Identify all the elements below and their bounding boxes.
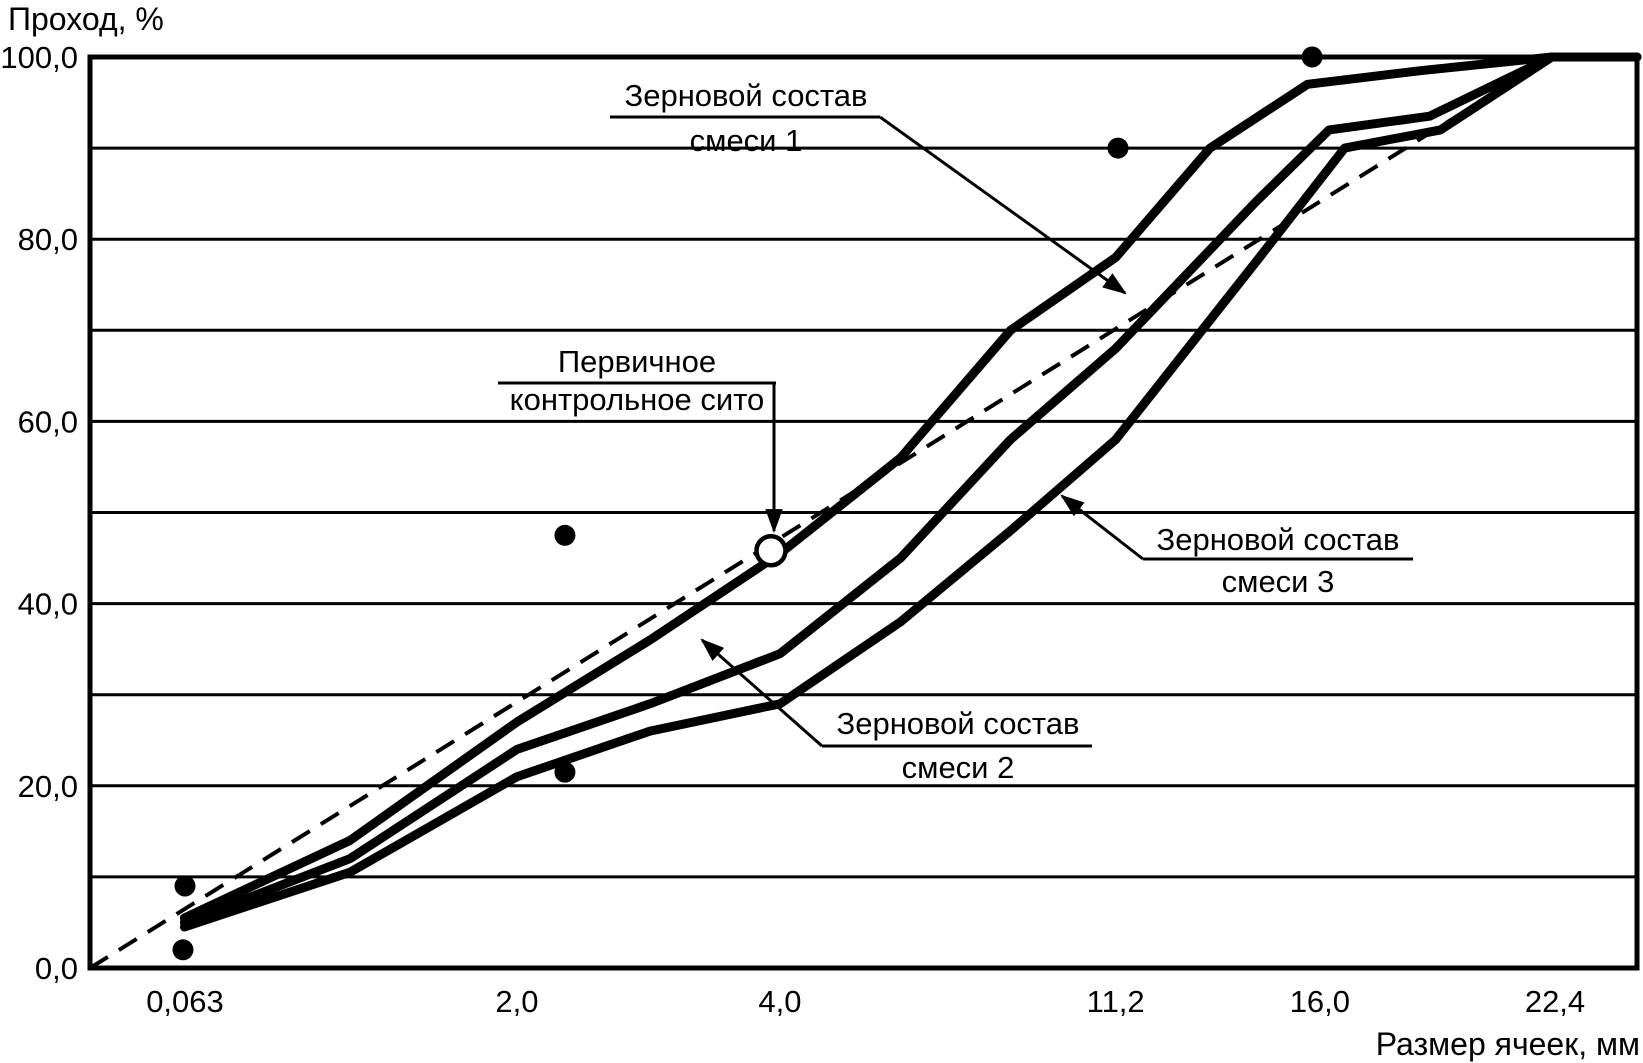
y-tick-40: 40,0 — [18, 587, 78, 622]
annotation-mix3-line1: Зерновой состав — [1156, 522, 1399, 557]
annotation-sieve-line1: Первичное — [558, 344, 716, 379]
primary-control-sieve-marker — [754, 534, 788, 568]
dashed-reference-line — [88, 55, 1553, 970]
curve-mix-1 — [179, 52, 1642, 923]
annotation-sieve-line2: контрольное сито — [510, 382, 765, 417]
annotation-control-sieve: Первичное контрольное сито — [498, 344, 783, 534]
annotation-mix3-line2: смеси 3 — [1222, 564, 1335, 599]
annotation-mix2-arrow — [700, 638, 823, 748]
control-point-dot-6 — [1301, 46, 1323, 68]
x-axis-tick-labels: 0,063 2,0 4,0 11,2 16,0 22,4 — [146, 984, 1585, 1019]
y-tick-20: 20,0 — [18, 769, 78, 804]
control-point-dot-5 — [1107, 137, 1129, 159]
annotation-mix1-arrow — [879, 115, 1127, 295]
x-tick-16,0: 16,0 — [1290, 984, 1350, 1019]
y-tick-0: 0,0 — [35, 951, 78, 986]
y-tick-80: 80,0 — [18, 222, 78, 257]
x-tick-0,063: 0,063 — [146, 984, 224, 1019]
control-point-dot-1 — [172, 939, 194, 961]
x-tick-4,0: 4,0 — [758, 984, 801, 1019]
grading-curves — [88, 52, 1642, 970]
control-point-dot-2 — [174, 875, 196, 897]
curve-mix-2 — [179, 52, 1642, 927]
annotation-mix1-line2: смеси 1 — [690, 123, 803, 158]
annotation-mix3: Зерновой состав смеси 3 — [1060, 494, 1413, 599]
y-axis-title: Проход, % — [8, 1, 164, 37]
x-tick-11,2: 11,2 — [1087, 984, 1145, 1019]
y-axis-tick-labels: 0,0 20,0 40,0 60,0 80,0 100,0 — [0, 40, 78, 986]
annotation-mix3-arrow — [1060, 494, 1144, 561]
y-tick-100: 100,0 — [0, 40, 78, 75]
annotation-mix2-line2: смеси 2 — [902, 750, 1015, 785]
annotation-mix1: Зерновой состав смеси 1 — [610, 78, 1127, 295]
control-point-markers — [172, 46, 1323, 961]
control-point-dot-3 — [554, 761, 576, 783]
x-tick-2,0: 2,0 — [495, 984, 538, 1019]
x-axis-title: Размер ячеек, мм — [1376, 1026, 1640, 1062]
annotation-mix2-line1: Зерновой состав — [836, 706, 1079, 741]
gridlines — [90, 146, 1637, 879]
plot-frame — [87, 54, 1640, 971]
y-tick-60: 60,0 — [18, 404, 78, 439]
x-tick-22,4: 22,4 — [1525, 984, 1585, 1019]
control-point-dot-4 — [554, 524, 576, 546]
annotation-mix1-line1: Зерновой состав — [624, 78, 867, 113]
annotation-mix2: Зерновой состав смеси 2 — [700, 638, 1092, 785]
curve-mix-3 — [179, 52, 1642, 932]
